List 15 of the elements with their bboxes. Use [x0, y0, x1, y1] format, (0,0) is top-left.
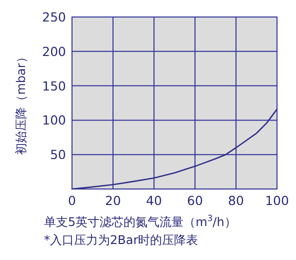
x-axis-title: 单支5英寸滤芯的氮气流量（m$^{3}$/h） — [44, 213, 236, 229]
y-axis-title: 初始压降（mbar） — [14, 51, 28, 155]
y-tick-label: 200 — [42, 44, 66, 59]
y-tick-label: 250 — [42, 10, 66, 24]
x-tick-label: 40 — [146, 193, 162, 208]
x-tick-label: 60 — [187, 193, 203, 208]
y-tick-label: 100 — [42, 112, 66, 128]
x-tick-label: 20 — [105, 193, 121, 208]
x-tick-label: 80 — [228, 193, 244, 208]
y-tick-label: 150 — [42, 78, 66, 94]
x-tick-label: 0 — [68, 193, 76, 208]
y-tick-label: 50 — [50, 147, 66, 162]
line-series — [71, 108, 278, 190]
text: *入口压力为2Bar时的压降表 — [44, 233, 198, 247]
x-tick-label: 100 — [265, 193, 289, 208]
